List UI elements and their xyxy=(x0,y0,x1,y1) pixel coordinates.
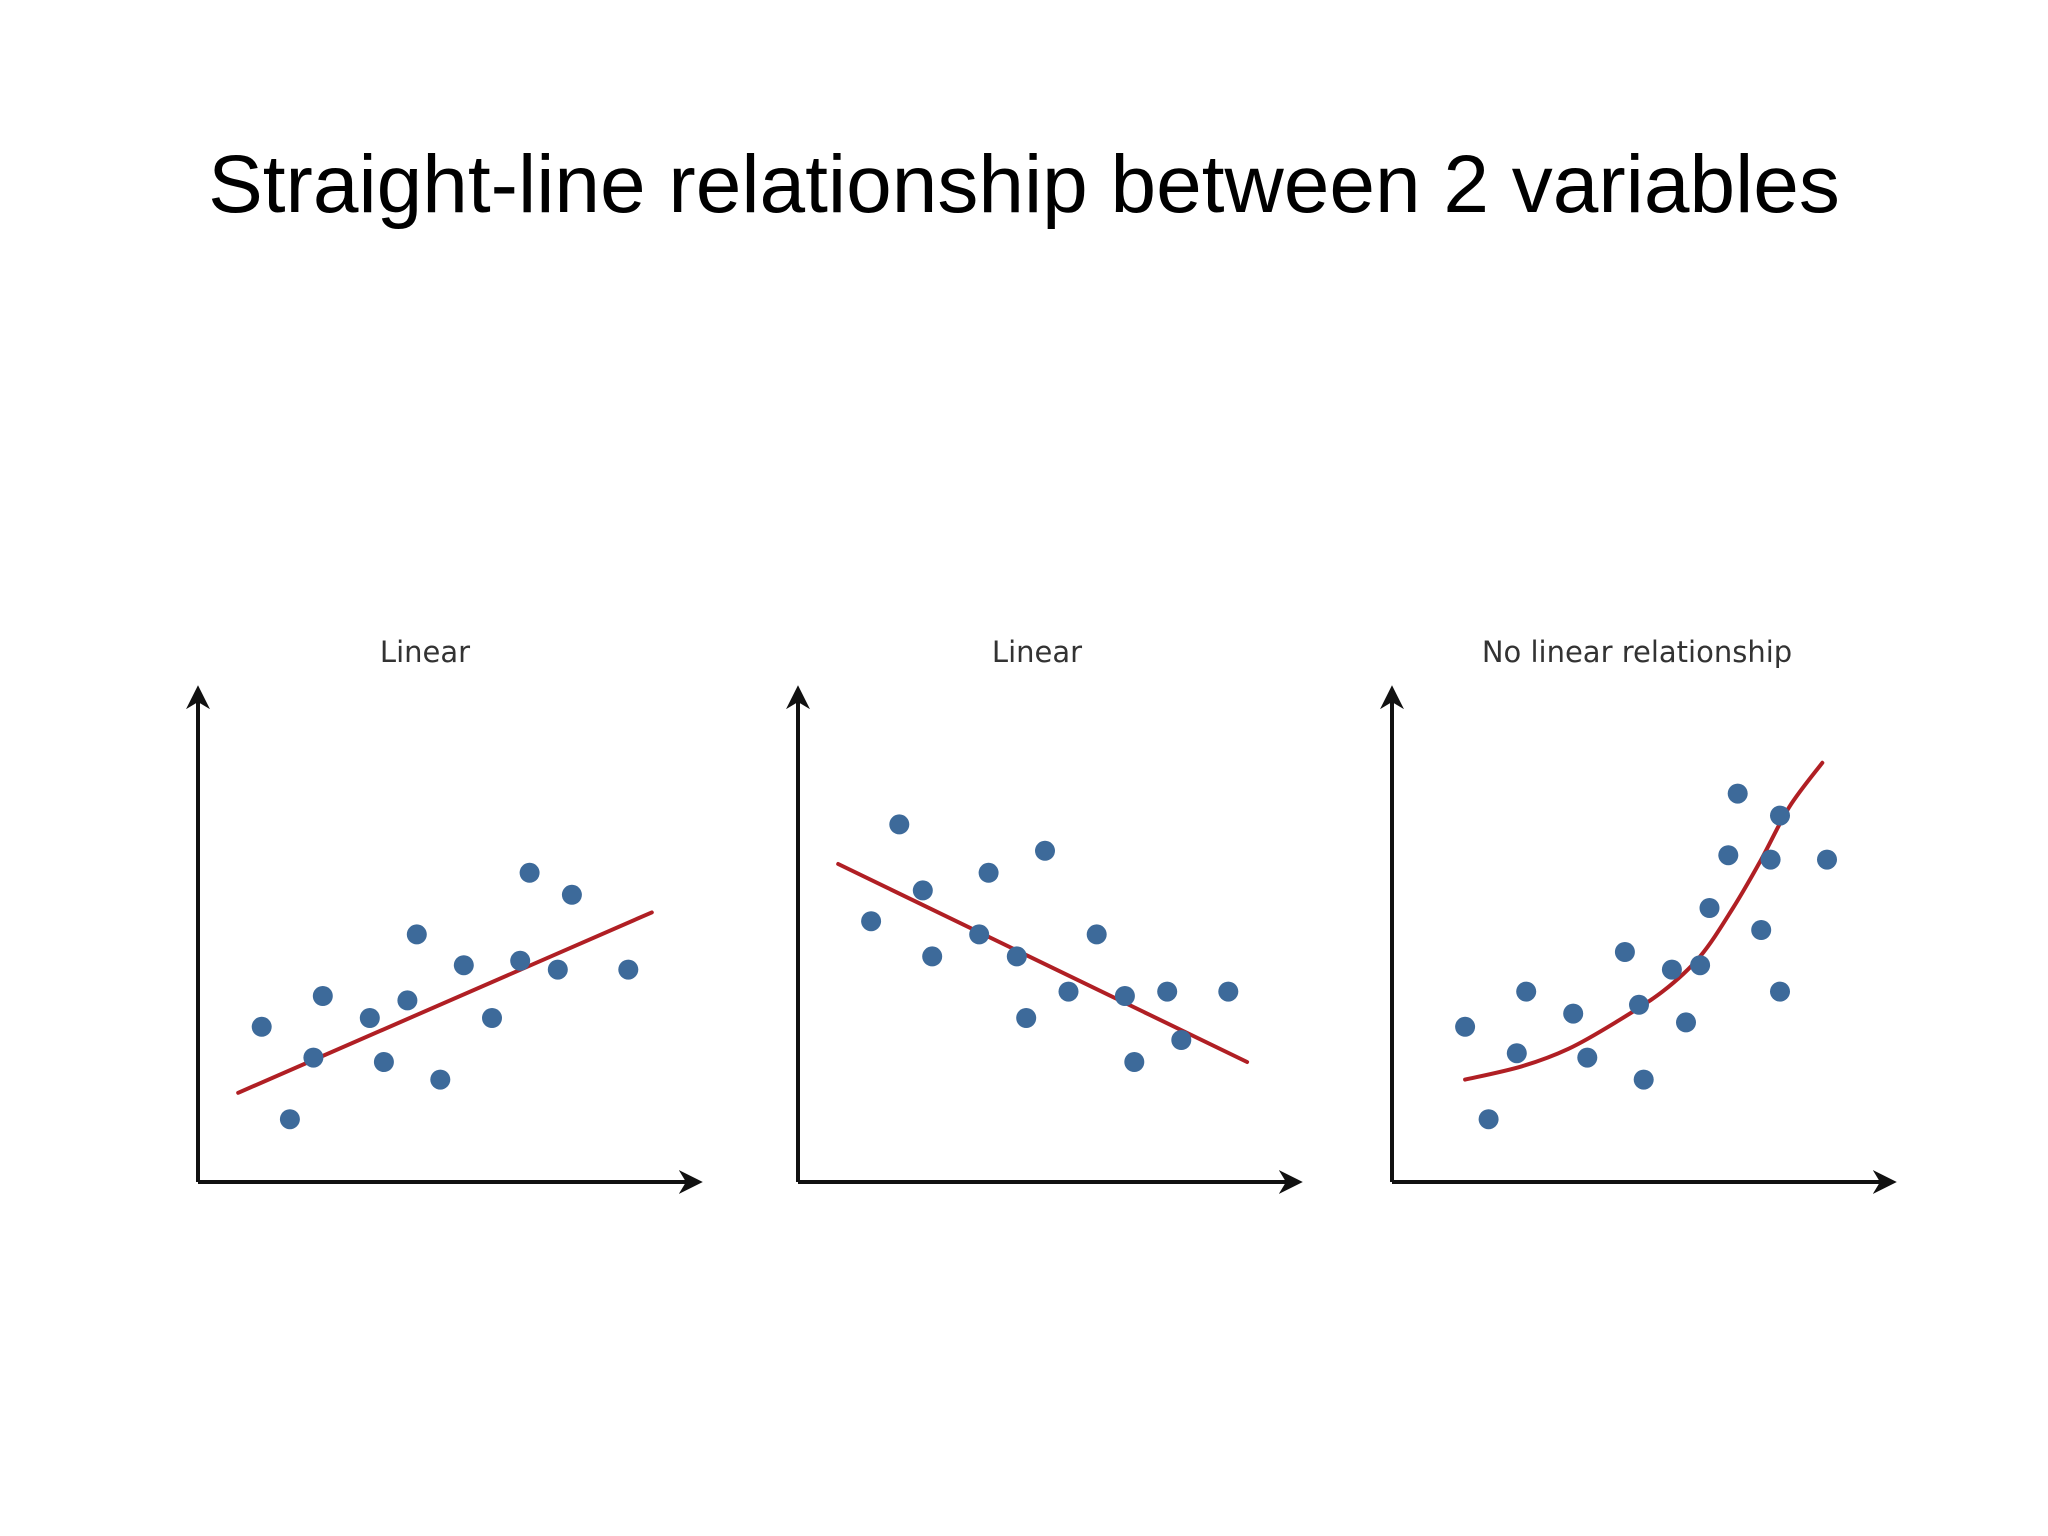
data-point xyxy=(1016,1008,1037,1028)
data-point xyxy=(922,946,943,967)
data-point xyxy=(1058,981,1079,1002)
data-point xyxy=(1770,805,1790,826)
data-point xyxy=(1676,1012,1696,1033)
data-point xyxy=(1218,981,1239,1002)
data-point xyxy=(1699,898,1720,918)
data-point xyxy=(1661,959,1682,980)
data-point xyxy=(561,884,582,905)
data-point xyxy=(373,1052,394,1072)
data-point xyxy=(1086,924,1107,945)
data-point xyxy=(1817,849,1837,870)
data-point xyxy=(397,990,418,1011)
panel-title: Linear xyxy=(992,635,1082,669)
data-point xyxy=(303,1047,324,1068)
data-point xyxy=(406,924,427,945)
scatter-panels-svg: Linear Linear No linear relationship xyxy=(186,635,1897,1194)
data-point xyxy=(1114,986,1135,1006)
data-point xyxy=(1770,981,1790,1002)
data-point xyxy=(1563,1003,1584,1024)
data-point xyxy=(1157,981,1178,1002)
data-point xyxy=(861,911,882,932)
data-point xyxy=(359,1008,380,1028)
data-point xyxy=(1614,942,1635,962)
data-point xyxy=(251,1016,272,1037)
data-point xyxy=(618,959,639,980)
data-point xyxy=(453,955,474,976)
fit-curve xyxy=(1463,760,1825,1082)
scatter-figure: Linear Linear No linear relationship xyxy=(0,600,2048,1240)
data-point xyxy=(978,862,999,883)
scatter-panel-2: Linear xyxy=(786,635,1303,1194)
data-point xyxy=(1629,994,1649,1015)
scatter-panel-3: No linear relationship xyxy=(1380,635,1897,1194)
data-point xyxy=(1718,845,1739,866)
slide-title: Straight-line relationship between 2 var… xyxy=(208,139,1840,230)
data-point xyxy=(510,950,531,971)
data-point xyxy=(1727,783,1748,804)
data-point xyxy=(1035,840,1055,861)
data-point xyxy=(482,1008,502,1028)
data-point xyxy=(1760,849,1781,870)
data-point xyxy=(519,862,540,883)
data-point xyxy=(279,1109,300,1130)
scatter-panel-1: Linear xyxy=(186,635,703,1194)
data-point xyxy=(1516,981,1537,1002)
data-point xyxy=(1006,946,1027,967)
data-point xyxy=(1690,955,1711,976)
fit-line xyxy=(236,910,654,1095)
data-point xyxy=(430,1069,451,1090)
data-point xyxy=(1478,1109,1499,1130)
data-point xyxy=(1751,920,1772,940)
data-point xyxy=(1171,1030,1192,1050)
data-point xyxy=(1455,1016,1476,1037)
data-point xyxy=(969,924,990,945)
data-point xyxy=(312,986,333,1006)
data-point xyxy=(1506,1043,1527,1064)
data-point xyxy=(1633,1069,1654,1090)
data-point xyxy=(912,880,933,901)
data-point xyxy=(1124,1052,1145,1072)
data-point xyxy=(889,814,910,835)
panel-title: Linear xyxy=(380,635,470,669)
data-point xyxy=(1577,1047,1598,1068)
data-point xyxy=(547,959,568,980)
panel-title: No linear relationship xyxy=(1482,635,1792,669)
fit-line xyxy=(836,862,1250,1064)
